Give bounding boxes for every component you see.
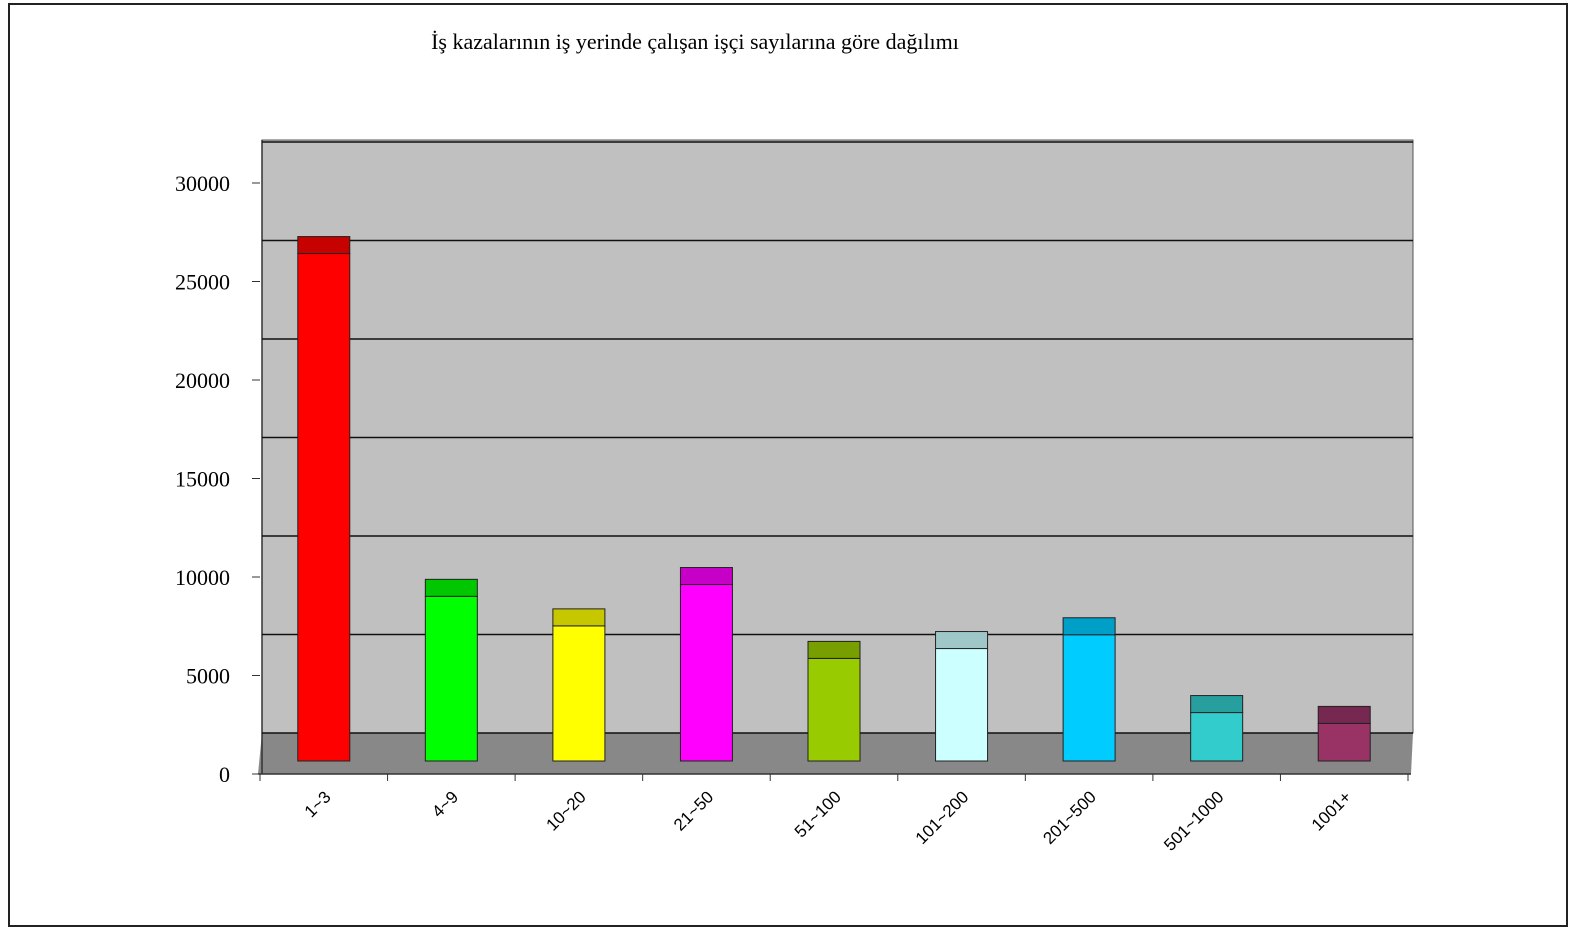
y-tick-label: 25000 — [175, 270, 230, 295]
y-tick-label: 15000 — [175, 467, 230, 492]
bar-top — [297, 236, 351, 255]
bar — [935, 648, 989, 762]
bar-top — [1062, 617, 1116, 636]
y-tick-label: 10000 — [175, 565, 230, 590]
bar-top — [1190, 695, 1244, 714]
bar-top — [552, 608, 606, 627]
y-tick-label: 30000 — [175, 171, 230, 196]
bar — [807, 657, 861, 762]
bar — [424, 595, 478, 762]
y-tick-label: 5000 — [186, 664, 230, 689]
y-tick-label: 0 — [219, 762, 230, 787]
bar-top — [1317, 705, 1371, 724]
bar — [1190, 712, 1244, 762]
bar-top — [424, 578, 478, 597]
bar-top — [679, 567, 733, 586]
chart-title: İş kazalarının iş yerinde çalışan işçi s… — [431, 29, 959, 54]
bar — [297, 253, 351, 762]
bar-top — [935, 631, 989, 650]
bar — [679, 584, 733, 762]
bar — [1317, 722, 1371, 762]
y-tick-label: 20000 — [175, 368, 230, 393]
bar-top — [807, 640, 861, 659]
bar — [1062, 634, 1116, 762]
bar — [552, 625, 606, 762]
